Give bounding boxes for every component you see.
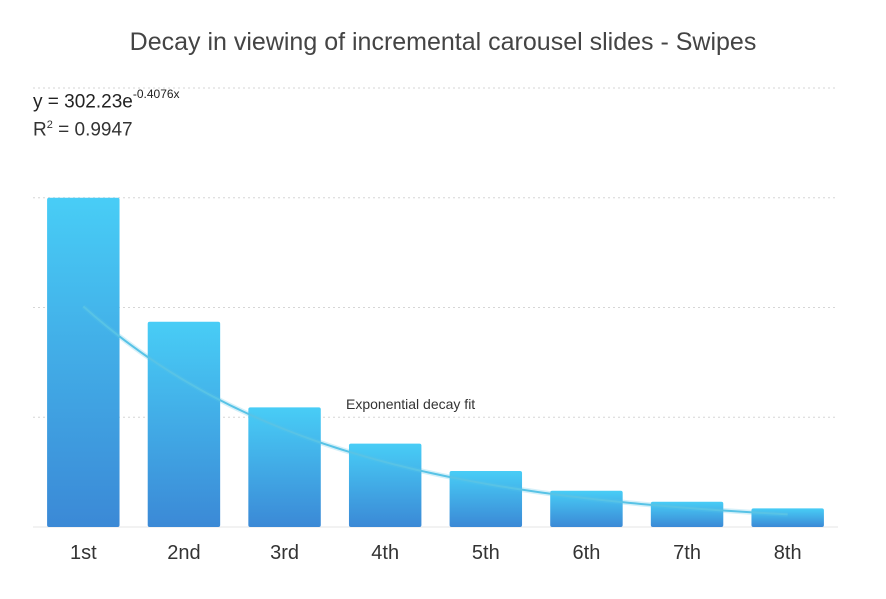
equation-exponent: -0.4076x — [132, 87, 180, 101]
x-tick-label-2nd: 2nd — [167, 542, 200, 564]
r-squared-value: R2 = 0.9947 — [33, 119, 133, 141]
bar-3rd — [248, 407, 321, 527]
x-tick-label-4th: 4th — [371, 542, 399, 564]
bars — [47, 197, 824, 527]
x-tick-label-5th: 5th — [472, 542, 500, 564]
trendline-label: Exponential decay fit — [346, 396, 475, 412]
trendline-curve — [82, 305, 788, 516]
x-axis-tick-labels: 1st 2nd 3rd 4th 5th 6th 7th 8th — [70, 542, 802, 564]
bar-5th — [449, 471, 523, 527]
x-tick-label-3rd: 3rd — [270, 542, 299, 564]
bar-1st — [47, 197, 120, 527]
chart-title: Decay in viewing of incremental carousel… — [129, 28, 757, 56]
x-tick-label-1st: 1st — [70, 542, 97, 564]
equation-base: y = 302.23e — [33, 91, 133, 113]
x-tick-label-7th: 7th — [673, 542, 701, 564]
x-tick-label-6th: 6th — [573, 542, 601, 564]
trendline: Exponential decay fit — [81, 304, 788, 517]
r-squared-symbol: R — [33, 119, 47, 141]
bar-4th — [348, 443, 422, 527]
trendline-equation: y = 302.23e-0.4076x — [33, 87, 180, 113]
x-tick-label-8th: 8th — [774, 542, 802, 564]
bar-2nd — [147, 321, 221, 527]
r-squared-superscript: 2 — [46, 119, 53, 131]
bar-7th — [650, 501, 724, 527]
r-squared-number: = 0.9947 — [52, 119, 133, 141]
